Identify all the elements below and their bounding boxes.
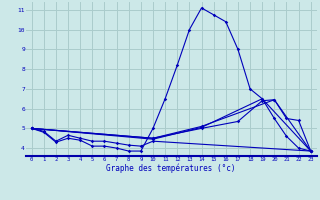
X-axis label: Graphe des températures (°c): Graphe des températures (°c) [107,163,236,173]
